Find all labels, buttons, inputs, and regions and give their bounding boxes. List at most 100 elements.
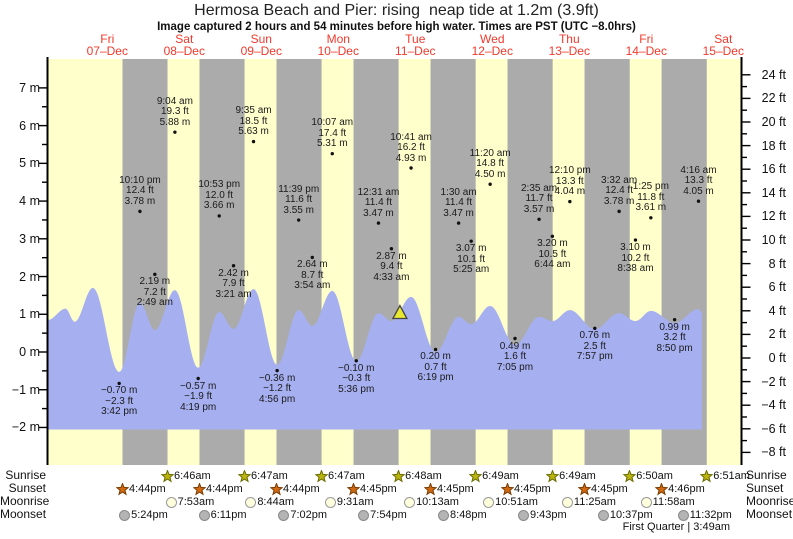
sunset-time: 4:45pm xyxy=(514,482,551,495)
low-tide-dot xyxy=(672,317,677,322)
axis-label-ft: 0 ft xyxy=(768,351,786,365)
high-tide-dot xyxy=(537,217,541,222)
axis-label-m: 2 m xyxy=(19,269,40,284)
low-tide-dot xyxy=(275,368,279,373)
sunrise-star-icon xyxy=(315,469,329,482)
star-shape xyxy=(315,469,329,482)
day-label: Wed 12–Dec xyxy=(471,32,513,58)
moonset-time: 8:48pm xyxy=(450,508,487,521)
high-tide-label: 1:25 pm 11.8 ft 3.61 m xyxy=(632,181,669,214)
star-shape xyxy=(469,469,483,482)
axis-label-m: 6 m xyxy=(19,118,40,133)
star-shape xyxy=(424,482,438,495)
moonrise-moon-icon xyxy=(640,496,652,508)
axis-left-line xyxy=(46,57,49,465)
high-tide-dot xyxy=(456,221,461,225)
star-shape xyxy=(546,469,560,482)
sunrise-star-icon xyxy=(623,469,637,482)
low-tide-label: 2.19 m 7.2 ft 2:49 am xyxy=(136,276,173,309)
sunset-star-icon xyxy=(347,482,361,495)
axis-label-ft: 6 ft xyxy=(768,280,786,295)
axis-label-ft: 22 ft xyxy=(761,91,786,106)
moon-phase-note: First Quarter | 3:49am xyxy=(622,521,730,533)
low-tide-label: 0.99 m 3.2 ft 8:50 pm xyxy=(656,321,693,354)
day-label: Sat 08–Dec xyxy=(163,32,205,58)
sunset-time: 4:44pm xyxy=(128,482,166,495)
star-shape xyxy=(501,482,515,495)
low-tide-dot xyxy=(469,239,473,243)
high-tide-dot xyxy=(649,216,653,220)
low-tide-dot xyxy=(593,326,597,331)
moonrise-moon-icon xyxy=(324,496,336,508)
low-tide-dot xyxy=(231,263,236,268)
astro-row-label-moonrise: Moonrise xyxy=(0,494,50,508)
star-shape xyxy=(115,482,129,495)
moonrise-moon-icon xyxy=(483,496,495,508)
high-tide-dot xyxy=(568,199,572,204)
low-tide-label: 2.87 m 9.4 ft 4:33 am xyxy=(373,250,410,283)
sunrise-time: 6:47am xyxy=(251,469,288,482)
day-label: Tue 11–Dec xyxy=(395,32,436,58)
moonset-time: 7:02pm xyxy=(290,508,328,521)
low-tide-dot xyxy=(550,234,555,238)
star-shape xyxy=(578,482,592,495)
high-tide-dot xyxy=(217,214,221,218)
high-tide-dot xyxy=(251,139,256,144)
moonrise-time: 7:53am xyxy=(177,495,215,508)
star-shape xyxy=(623,469,637,482)
axis-label-ft: −6 ft xyxy=(761,421,786,436)
high-tide-dot xyxy=(296,218,301,222)
astro-row-label-sunrise: Sunrise xyxy=(5,468,46,482)
high-tide-dot xyxy=(488,182,492,186)
sunset-star-icon xyxy=(424,482,438,495)
star-shape xyxy=(269,482,283,495)
sunrise-star-icon xyxy=(546,469,560,482)
astro-row-label-moonset: Moonset xyxy=(746,507,793,521)
astro-row-label-sunset: Sunset xyxy=(8,481,46,495)
low-tide-label: −0.70 m −2.3 ft 3:42 pm xyxy=(100,385,138,418)
sunset-time: 4:46pm xyxy=(668,482,705,495)
high-tide-label: 10:07 am 17.4 ft 5.31 m xyxy=(311,117,354,150)
star-shape xyxy=(192,482,206,495)
high-tide-label: 11:39 pm 11.6 ft 3.55 m xyxy=(278,183,320,216)
star-shape xyxy=(655,482,669,495)
low-tide-dot xyxy=(389,247,394,251)
low-tide-label: 3.07 m 10.1 ft 5:25 am xyxy=(453,243,490,276)
low-tide-dot xyxy=(633,238,638,242)
sunrise-time: 6:46am xyxy=(174,469,211,482)
moonset-time: 10:37pm xyxy=(609,508,653,521)
axis-label-ft: 20 ft xyxy=(761,115,786,129)
sunrise-star-icon xyxy=(161,469,174,482)
axis-label-m: 7 m xyxy=(19,80,40,95)
moonset-moon-icon xyxy=(119,509,131,521)
low-tide-label: 3.10 m 10.2 ft 8:38 am xyxy=(617,242,654,275)
star-shape xyxy=(238,469,252,482)
sunrise-star-icon xyxy=(700,469,714,482)
moonset-time: 7:54pm xyxy=(370,508,407,521)
sunset-time: 4:45pm xyxy=(360,482,397,495)
axis-label-m: −1 m xyxy=(11,382,40,397)
moonset-moon-icon xyxy=(517,509,529,521)
moonset-time: 11:32pm xyxy=(689,508,732,521)
sunrise-time: 6:47am xyxy=(328,469,365,482)
moonset-moon-icon xyxy=(278,509,290,521)
page-title: Hermosa Beach and Pier: rising neap tide… xyxy=(194,2,599,19)
high-tide-dot xyxy=(617,209,621,214)
day-label: Mon 10–Dec xyxy=(317,32,359,58)
star-shape xyxy=(392,469,406,482)
axis-label-ft: 14 ft xyxy=(761,185,786,200)
moonrise-time: 9:31am xyxy=(336,495,374,508)
axis-label-m: 1 m xyxy=(19,307,40,322)
chart-subtitle: Image captured 2 hours and 54 minutes be… xyxy=(157,21,636,33)
low-tide-dot xyxy=(354,359,358,363)
axis-label-m: 3 m xyxy=(19,231,40,246)
low-tide-label: 2.42 m 7.9 ft 3:21 am xyxy=(215,267,252,300)
axis-label-ft: −2 ft xyxy=(761,374,786,389)
day-label: Sat 15–Dec xyxy=(702,32,744,58)
moonrise-moon-icon xyxy=(561,496,573,508)
sunrise-time: 6:50am xyxy=(636,469,673,482)
low-tide-label: 0.49 m 1.6 ft 7:05 pm xyxy=(496,340,534,373)
sunset-star-icon xyxy=(192,482,206,495)
high-tide-dot xyxy=(376,221,381,225)
